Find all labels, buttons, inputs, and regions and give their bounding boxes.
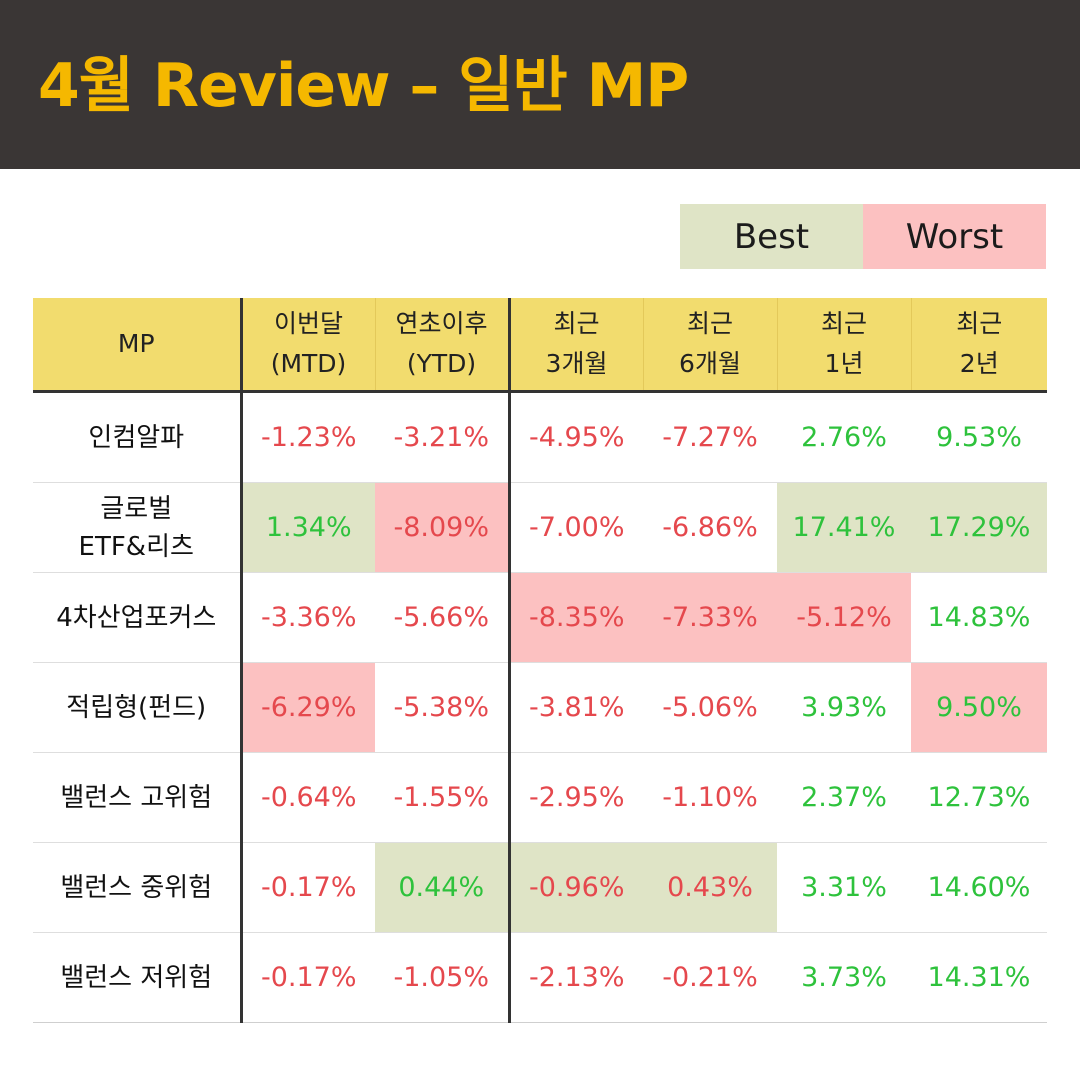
header-ytd: 연초이후 (YTD) xyxy=(375,298,511,393)
legend: Best Worst xyxy=(680,204,1046,269)
mp-name: 인컴알파 xyxy=(33,391,243,483)
table-row: 인컴알파 -1.23% -3.21% -4.95% -7.27% 2.76% 9… xyxy=(33,391,1047,483)
header-sublabel: (MTD) xyxy=(270,349,347,378)
value-cell: -0.21% xyxy=(643,932,777,1023)
value-cell-best: 0.44% xyxy=(375,842,511,933)
value-cell: -3.36% xyxy=(241,572,375,663)
value-cell: 12.73% xyxy=(911,752,1047,843)
value-cell: 3.73% xyxy=(777,932,911,1023)
header-sublabel: 3개월 xyxy=(545,349,608,378)
mp-name: 밸런스 고위험 xyxy=(33,752,243,843)
value-cell-best: 17.41% xyxy=(777,482,911,573)
table-row: 글로벌 ETF&리츠 1.34% -8.09% -7.00% -6.86% 17… xyxy=(33,482,1047,573)
returns-table: MP 이번달 (MTD) 연초이후 (YTD) 최근 3개월 최근 6개월 최근… xyxy=(33,298,1047,1023)
value-cell: -1.55% xyxy=(375,752,511,843)
value-cell: -0.17% xyxy=(241,842,375,933)
value-cell: -5.06% xyxy=(643,662,777,753)
value-cell: -0.17% xyxy=(241,932,375,1023)
header-label: 최근 xyxy=(956,309,1003,338)
value-cell-worst: -8.35% xyxy=(509,572,643,663)
header-label: 이번달 xyxy=(273,309,343,338)
header-mtd: 이번달 (MTD) xyxy=(241,298,376,393)
value-cell: -7.00% xyxy=(509,482,643,573)
value-cell: 14.83% xyxy=(911,572,1047,663)
value-cell: -0.64% xyxy=(241,752,375,843)
value-cell: -2.13% xyxy=(509,932,643,1023)
value-cell-worst: -8.09% xyxy=(375,482,511,573)
value-cell-best: -0.96% xyxy=(509,842,643,933)
header-label: 연초이후 xyxy=(395,309,488,338)
legend-worst: Worst xyxy=(863,204,1046,269)
value-cell: 2.37% xyxy=(777,752,911,843)
value-cell: -7.27% xyxy=(643,391,777,483)
value-cell: -6.86% xyxy=(643,482,777,573)
value-cell: -4.95% xyxy=(509,391,643,483)
table-header-row: MP 이번달 (MTD) 연초이후 (YTD) 최근 3개월 최근 6개월 최근… xyxy=(33,298,1047,393)
value-cell: 3.93% xyxy=(777,662,911,753)
table-row: 적립형(펀드) -6.29% -5.38% -3.81% -5.06% 3.93… xyxy=(33,662,1047,753)
header-2y: 최근 2년 xyxy=(911,298,1047,393)
table-row: 밸런스 고위험 -0.64% -1.55% -2.95% -1.10% 2.37… xyxy=(33,752,1047,843)
mp-name: 밸런스 저위험 xyxy=(33,932,243,1023)
mp-name: 밸런스 중위험 xyxy=(33,842,243,933)
value-cell: 14.31% xyxy=(911,932,1047,1023)
value-cell: -5.66% xyxy=(375,572,511,663)
value-cell-best: 1.34% xyxy=(241,482,375,573)
value-cell: -3.81% xyxy=(509,662,643,753)
mp-name: 적립형(펀드) xyxy=(33,662,243,753)
value-cell: -1.23% xyxy=(241,391,375,483)
value-cell: -1.10% xyxy=(643,752,777,843)
header-sublabel: 1년 xyxy=(824,349,864,378)
header-1y: 최근 1년 xyxy=(777,298,912,393)
value-cell-best: 0.43% xyxy=(643,842,777,933)
value-cell: 2.76% xyxy=(777,391,911,483)
value-cell: -1.05% xyxy=(375,932,511,1023)
header-sublabel: (YTD) xyxy=(406,349,477,378)
header-3m: 최근 3개월 xyxy=(509,298,644,393)
table-row: 4차산업포커스 -3.36% -5.66% -8.35% -7.33% -5.1… xyxy=(33,572,1047,663)
value-cell: -3.21% xyxy=(375,391,511,483)
table-row: 밸런스 저위험 -0.17% -1.05% -2.13% -0.21% 3.73… xyxy=(33,932,1047,1023)
value-cell: 14.60% xyxy=(911,842,1047,933)
value-cell-worst: -6.29% xyxy=(241,662,375,753)
table-row: 밸런스 중위험 -0.17% 0.44% -0.96% 0.43% 3.31% … xyxy=(33,842,1047,933)
value-cell: 3.31% xyxy=(777,842,911,933)
legend-best: Best xyxy=(680,204,863,269)
header-sublabel: 2년 xyxy=(959,349,999,378)
header-label: 최근 xyxy=(686,309,733,338)
header-label: 최근 xyxy=(820,309,867,338)
header-label: 최근 xyxy=(553,309,600,338)
header-mp: MP xyxy=(33,298,243,393)
header-label: MP xyxy=(117,329,155,358)
value-cell-worst: -5.12% xyxy=(777,572,911,663)
page-title: 4월 Review – 일반 MP xyxy=(38,51,689,121)
value-cell: -5.38% xyxy=(375,662,511,753)
mp-name: 글로벌 ETF&리츠 xyxy=(33,482,243,573)
value-cell-worst: -7.33% xyxy=(643,572,777,663)
value-cell: -2.95% xyxy=(509,752,643,843)
value-cell-worst: 9.50% xyxy=(911,662,1047,753)
mp-name: 4차산업포커스 xyxy=(33,572,243,663)
value-cell: 9.53% xyxy=(911,391,1047,483)
header-6m: 최근 6개월 xyxy=(643,298,778,393)
header-sublabel: 6개월 xyxy=(679,349,741,378)
title-banner: 4월 Review – 일반 MP xyxy=(0,0,1080,169)
value-cell-best: 17.29% xyxy=(911,482,1047,573)
